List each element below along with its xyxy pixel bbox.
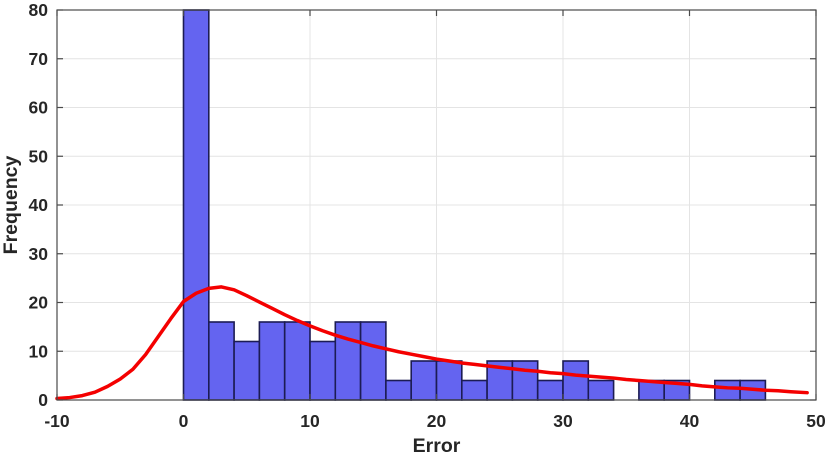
histogram-bar [309,340,337,401]
histogram-bar [460,379,488,401]
histogram-bar [385,379,412,401]
histogram-bar [410,360,438,401]
axes-frame [56,9,817,401]
y-tick-label: 30 [29,244,49,264]
fit-curve [55,285,809,401]
y-axis-label: Frequency [0,156,22,255]
x-tick-label: 50 [806,411,826,431]
y-tick-label: 70 [29,49,49,69]
y-tick-label: 10 [29,341,49,361]
histogram-bar [713,379,741,401]
histogram-bars [182,9,767,401]
histogram-bar [233,340,261,401]
histogram-bar [435,360,463,401]
x-tick-label: 30 [553,411,573,431]
histogram-bar [283,321,311,401]
y-tick-label: 0 [38,390,48,410]
x-axis-label: Error [413,435,461,457]
histogram-bar [182,9,210,401]
x-tick-labels: -10 0 10 20 30 40 50 [44,411,826,431]
y-tick-label: 60 [29,98,49,118]
y-tick-label: 50 [29,146,49,166]
x-tick-label: 10 [300,411,320,431]
x-tick-label: 0 [179,411,189,431]
y-tick-label: 40 [29,195,49,215]
histogram-bar [562,360,590,401]
histogram-bar [359,321,387,401]
y-tick-labels: 0 10 20 30 40 50 60 70 80 [29,0,49,410]
x-tick-label: 40 [680,411,700,431]
histogram-bar [334,321,362,401]
gridlines [56,9,817,401]
x-tick-label: 20 [427,411,447,431]
histogram-bar [511,360,539,401]
histogram-bar [536,379,564,401]
histogram-bar [208,321,235,401]
y-tick-label: 80 [29,0,49,20]
histogram-bar [258,321,286,401]
y-tick-label: 20 [29,293,49,313]
distribution-fit-curve [55,285,809,401]
x-tick-label: -10 [44,411,70,431]
histogram-bar [587,379,615,401]
